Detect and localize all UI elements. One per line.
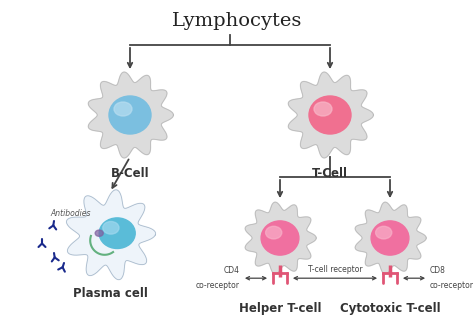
Ellipse shape	[103, 221, 119, 234]
Ellipse shape	[95, 230, 103, 236]
Text: Helper T-cell: Helper T-cell	[239, 302, 321, 315]
Ellipse shape	[261, 221, 299, 255]
Polygon shape	[66, 190, 155, 280]
Ellipse shape	[99, 218, 135, 248]
Ellipse shape	[109, 96, 151, 134]
Text: CD8: CD8	[430, 266, 446, 275]
Ellipse shape	[371, 221, 409, 255]
Polygon shape	[288, 72, 374, 158]
Ellipse shape	[309, 96, 351, 134]
Ellipse shape	[375, 226, 392, 239]
Ellipse shape	[314, 102, 332, 116]
Text: Lymphocytes: Lymphocytes	[172, 12, 302, 30]
Polygon shape	[355, 202, 426, 274]
Text: Plasma cell: Plasma cell	[73, 287, 147, 300]
Text: Cytotoxic T-cell: Cytotoxic T-cell	[340, 302, 440, 315]
Polygon shape	[245, 202, 316, 274]
Ellipse shape	[114, 102, 132, 116]
Polygon shape	[88, 72, 173, 158]
Text: T-Cell: T-Cell	[312, 167, 348, 180]
Text: co-receptor: co-receptor	[430, 281, 474, 290]
Text: Antibodies: Antibodies	[50, 209, 91, 217]
Text: B-Cell: B-Cell	[111, 167, 149, 180]
Ellipse shape	[265, 226, 282, 239]
Text: CD4: CD4	[224, 266, 240, 275]
Text: T-cell receptor: T-cell receptor	[308, 265, 362, 274]
Text: co-receptor: co-receptor	[196, 281, 240, 290]
